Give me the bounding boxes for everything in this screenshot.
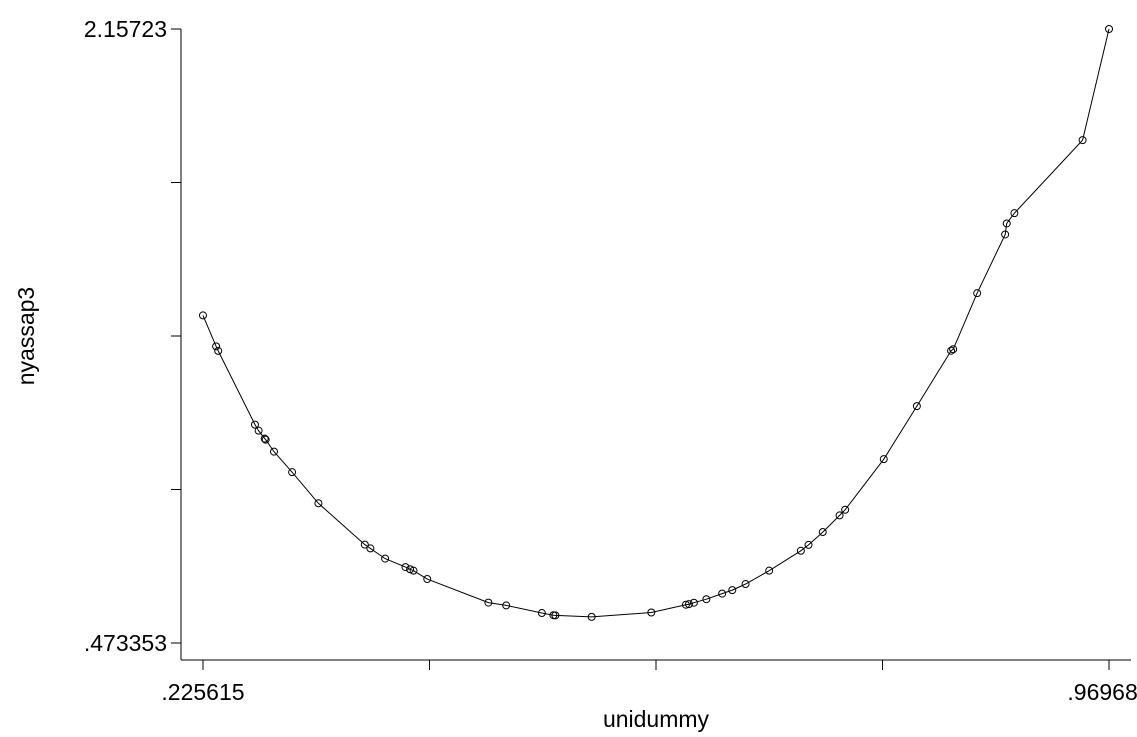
data-point [835,511,844,520]
data-point [502,601,511,610]
data-point [1002,219,1011,228]
x-tick-label: .225615 [161,679,244,705]
data-point [949,345,958,354]
data-point [796,546,805,555]
y-tick-label: 2.15723 [84,16,167,42]
data-point [214,346,223,355]
data-point [1105,25,1114,34]
data-point [1001,230,1010,239]
data-point [647,608,656,617]
series-line [202,28,1110,618]
data-point [254,426,263,435]
data-point [360,540,369,549]
data-point [973,289,982,298]
data-point [841,505,850,514]
data-point [1010,209,1019,218]
series-group [198,25,1114,621]
data-point [314,499,323,508]
data-point [804,540,813,549]
data-point [741,580,750,589]
data-point [947,346,956,355]
data-point [484,598,493,607]
data-point [409,566,418,575]
data-point [423,575,432,584]
data-point [818,528,827,537]
data-point [728,586,737,595]
data-point [689,598,698,607]
y-ticks: .473353 2.15723 [84,16,181,656]
data-point [269,447,278,456]
data-point [681,600,690,609]
data-point [212,342,221,351]
data-point [198,311,207,320]
data-point [261,435,270,444]
data-point [765,566,774,575]
y-tick-label: .473353 [84,630,167,656]
x-axis-title: unidummy [603,706,710,732]
data-point [260,434,269,443]
data-point [250,420,259,429]
y-axis-title: nyassap3 [13,287,39,385]
data-point [912,402,921,411]
data-point [288,468,297,477]
data-point [1078,136,1087,145]
data-point [551,611,560,620]
data-point [366,544,375,553]
x-tick-label: .969687 [1067,679,1137,705]
x-ticks: .225615 .969687 [161,660,1137,705]
data-point [879,455,888,464]
data-point [587,612,596,621]
data-point [401,563,410,572]
data-point [537,609,546,618]
data-point [684,600,693,609]
data-point [702,595,711,604]
data-point [718,589,727,598]
data-point [381,554,390,563]
